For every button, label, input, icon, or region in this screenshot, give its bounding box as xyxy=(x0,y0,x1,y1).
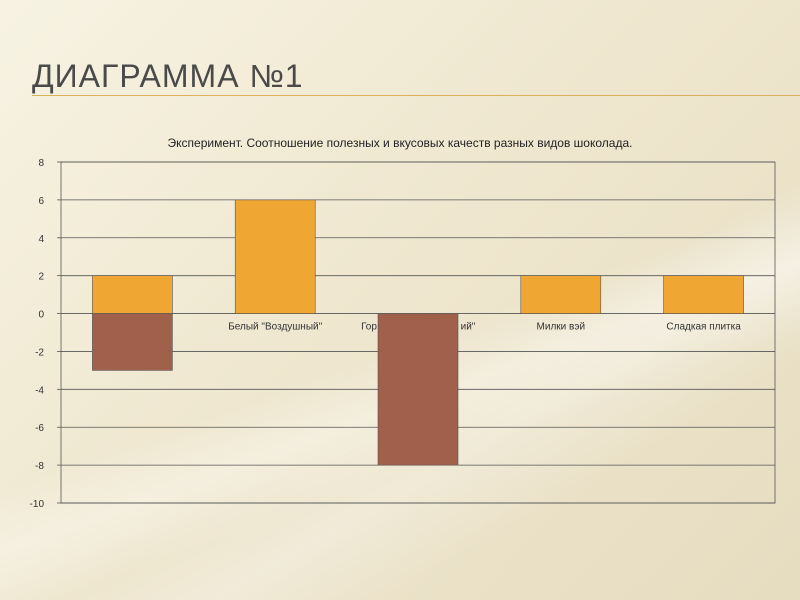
category-label: Гор xyxy=(361,322,377,333)
category-label: Белый "Воздушный" xyxy=(228,322,322,333)
category-label: ий" xyxy=(461,322,476,333)
bar xyxy=(92,275,173,314)
bar xyxy=(663,275,744,314)
y-tick-label: -2 xyxy=(35,347,44,358)
category-label: Милки вэй xyxy=(537,322,586,333)
y-tick-label: -10 xyxy=(30,499,45,510)
bar xyxy=(92,313,173,371)
y-tick-label: 6 xyxy=(38,196,44,207)
category-label: Сладкая плитка xyxy=(666,322,741,333)
y-tick-label: -6 xyxy=(35,423,44,434)
y-tick-label: 0 xyxy=(38,310,44,321)
title-divider xyxy=(32,95,800,96)
bar xyxy=(520,275,602,314)
y-tick-label: -8 xyxy=(35,461,44,472)
slide-title: ДИАГРАММА №1 xyxy=(32,58,304,94)
y-tick-label: 4 xyxy=(38,234,44,245)
bar xyxy=(377,313,459,466)
chart-title: Эксперимент. Соотношение полезных и вкус… xyxy=(167,136,633,150)
y-tick-label: 2 xyxy=(38,272,44,283)
y-tick-label: 8 xyxy=(38,158,44,169)
bar xyxy=(234,199,316,314)
y-tick-label: -4 xyxy=(35,385,44,396)
